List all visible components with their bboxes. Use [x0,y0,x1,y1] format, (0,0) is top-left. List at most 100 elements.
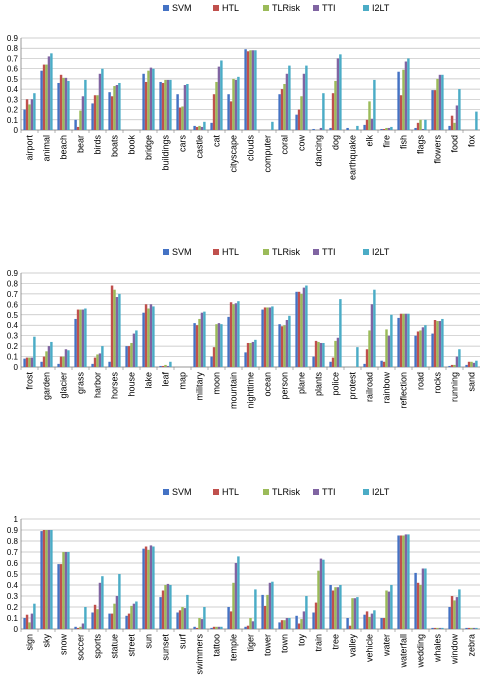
x-tick-label: lake [144,372,154,389]
x-tick-label: toy [297,634,307,647]
bar [96,609,99,629]
bar [74,318,77,367]
bar [283,325,286,367]
y-tick-label: 0 [14,625,19,634]
bar [45,530,48,629]
x-tick-label: train [314,634,324,652]
bar [268,307,272,367]
x-tick-label: running [450,372,460,402]
bar [399,535,403,629]
bar [74,119,77,130]
x-tick-label: sky [42,634,52,648]
bar [28,622,31,629]
bar [249,50,252,131]
bar [33,93,36,130]
bar [149,67,153,130]
bar [305,285,308,367]
bar [380,618,383,629]
bar [195,325,199,367]
bar [76,309,80,367]
x-tick-label: sports [93,634,103,659]
bar [215,626,218,629]
bar [91,103,94,130]
bar [300,96,303,130]
bar [414,572,417,629]
bar [402,535,405,629]
bar [200,619,204,629]
bar [368,101,371,130]
bar [215,81,218,130]
bar [453,364,456,367]
bar [164,79,167,130]
bar [217,323,221,367]
bar [25,357,29,367]
bar [319,558,323,629]
bar [424,568,427,629]
bar [169,79,172,130]
bar [438,74,442,130]
y-tick-label: 0.9 [7,526,19,535]
legend-swatch [313,5,319,11]
bar [419,330,422,367]
bar [84,308,87,367]
bar [115,297,119,367]
legend-swatch [163,249,169,255]
bar [217,66,221,130]
bar [397,71,400,130]
bar [79,110,82,130]
y-tick-label: 0.3 [7,95,19,104]
bar [193,125,196,130]
legend-label: HTL [222,247,239,257]
bar [448,607,451,629]
bar [47,346,51,367]
bar [142,312,145,367]
x-tick-label: beach [59,135,69,160]
bar [465,364,468,367]
bar [135,330,138,367]
legend-swatch [163,5,169,11]
bar [450,115,454,130]
bar [373,79,376,130]
bar [295,114,298,130]
bar [266,594,269,629]
bar [436,627,439,629]
bar [453,122,456,130]
bar [113,86,116,130]
bar [181,607,184,629]
bar [455,105,459,130]
bar [193,626,196,629]
bar [380,360,383,367]
bar [263,605,267,629]
bar [152,306,155,367]
bar [314,340,318,367]
bar [390,314,393,367]
bar [450,364,454,367]
bar [45,351,48,367]
bar [28,357,31,367]
bar [130,605,133,629]
bar [322,342,325,367]
bar [164,364,167,367]
bar [385,329,388,367]
legend-label: I2LT [372,247,390,257]
bar [67,80,70,130]
bar [98,353,102,367]
x-tick-label: reflection [399,372,409,409]
bar [125,346,128,367]
bar [363,124,366,130]
y-tick-label: 0.7 [7,548,19,557]
bar [67,552,70,629]
bar [438,627,442,629]
bar [81,623,85,629]
bar [334,587,337,629]
bar [147,549,150,629]
bar [368,616,371,629]
bar [227,316,230,367]
bar [283,620,286,629]
bar [467,627,471,629]
bar [30,99,34,130]
x-tick-label: protest [348,372,358,400]
bar [450,596,454,629]
x-tick-label: valley [348,634,358,658]
